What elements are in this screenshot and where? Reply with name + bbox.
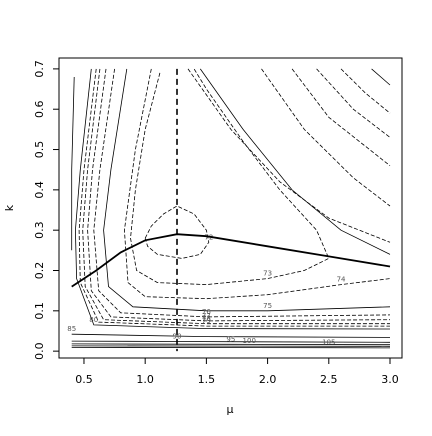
x-tick-label: 1.5: [198, 373, 216, 386]
contour-line: [79, 69, 390, 326]
x-tick-label: 2.0: [259, 373, 277, 386]
contour-label: 85: [67, 325, 76, 333]
x-axis-label: μ: [227, 403, 234, 416]
y-tick-label: 0.2: [33, 262, 46, 280]
contour-line: [94, 69, 390, 317]
y-tick-label: 0.0: [33, 342, 46, 360]
y-tick-label: 0.1: [33, 302, 46, 320]
contour-label: 80: [89, 316, 98, 324]
y-tick-label: 0.7: [33, 60, 46, 78]
contour-label: 75: [263, 302, 272, 310]
contour-label: 95: [226, 335, 235, 343]
contour-line: [124, 69, 390, 299]
contour-line: [75, 69, 390, 329]
contour-label: 73: [263, 270, 272, 278]
contour-label: 100: [243, 337, 256, 345]
y-tick-label: 0.6: [33, 100, 46, 118]
contour-label: 74: [337, 276, 346, 284]
x-tick-label: 0.5: [75, 373, 93, 386]
y-axis-label: k: [3, 204, 16, 211]
y-tick-label: 0.4: [33, 181, 46, 199]
contour-line: [72, 344, 390, 345]
x-tick-label: 2.5: [320, 373, 338, 386]
contour-label: 79: [202, 317, 211, 325]
x-tick-label: 3.0: [381, 373, 399, 386]
contour-line: [104, 69, 390, 311]
x-tick-label: 1.0: [136, 373, 154, 386]
plot-frame: [59, 58, 402, 358]
y-tick-label: 0.5: [33, 141, 46, 159]
y-tick-label: 0.3: [33, 221, 46, 239]
contour-label: 105: [322, 339, 335, 347]
